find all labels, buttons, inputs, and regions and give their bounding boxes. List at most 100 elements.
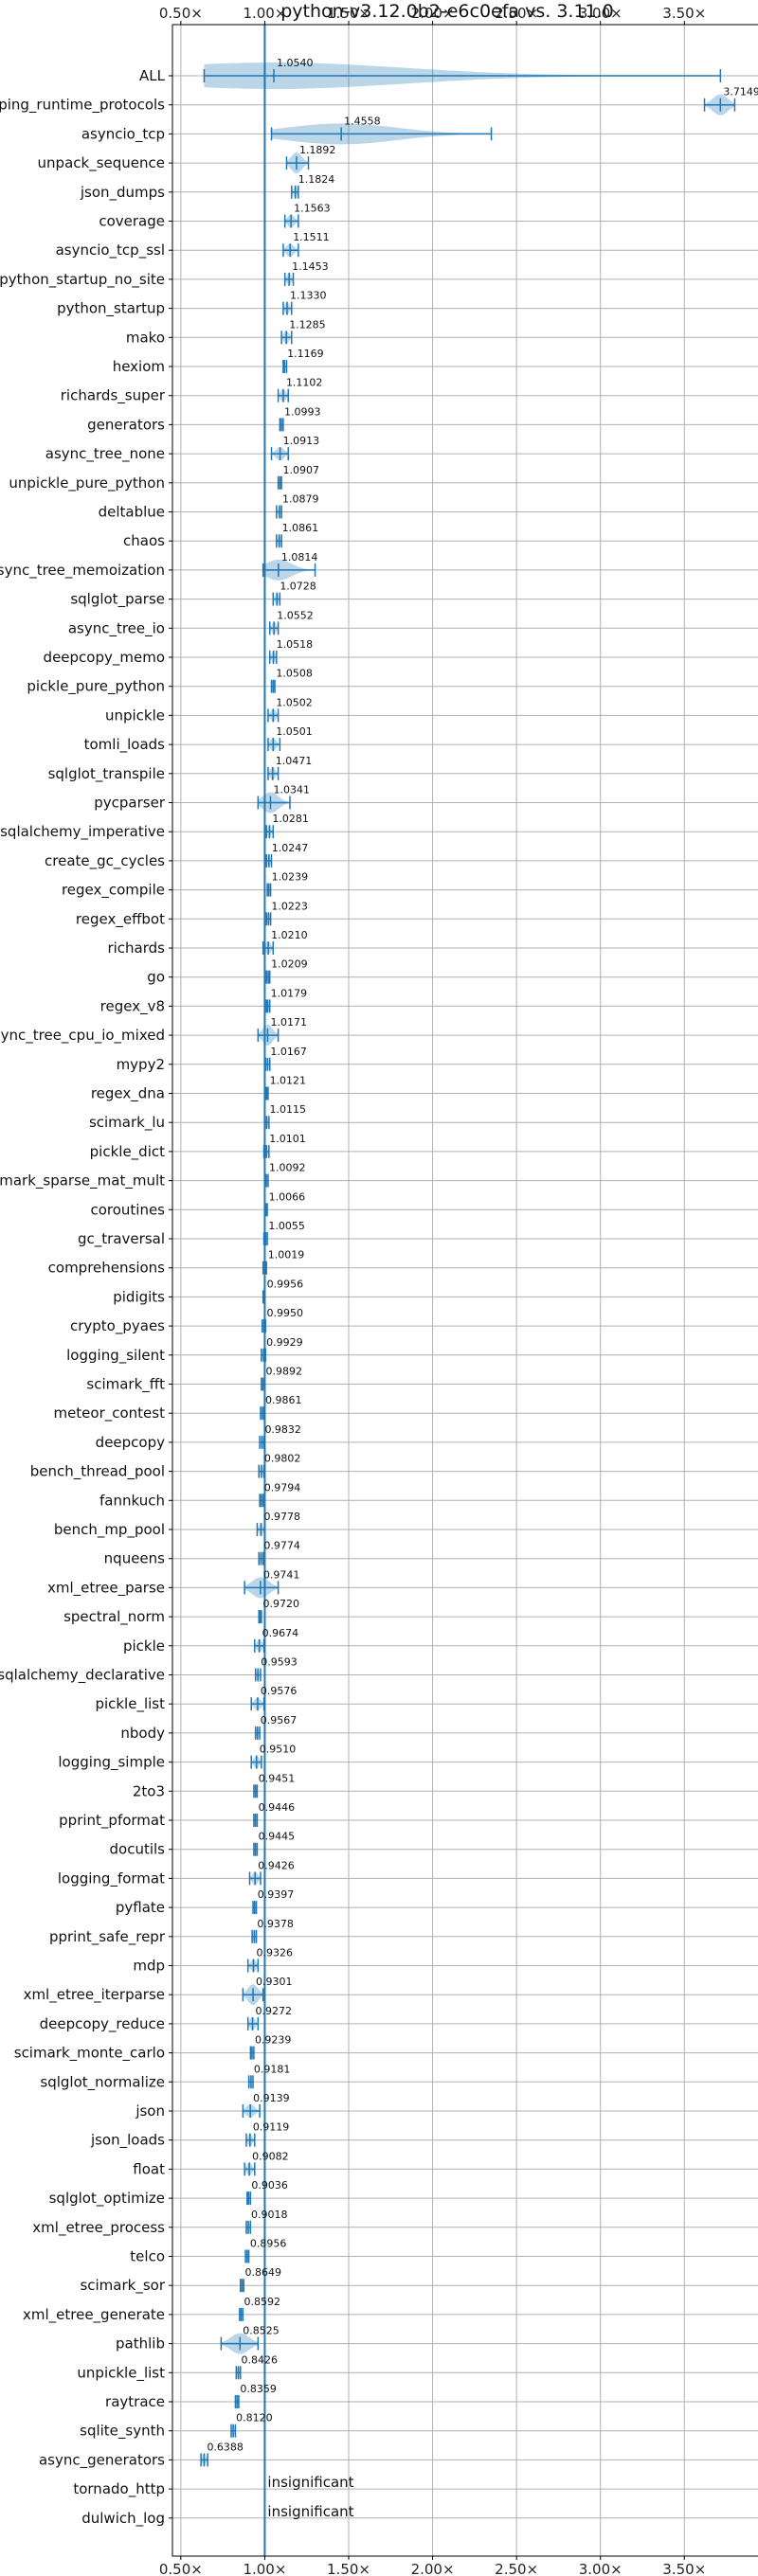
benchmark-label: python_startup	[57, 300, 165, 318]
benchmark-label: xml_etree_parse	[47, 1579, 165, 1597]
benchmark-label: logging_simple	[58, 1754, 165, 1772]
value-label: 1.1824	[298, 173, 335, 186]
benchmark-label: mdp	[133, 1958, 165, 1975]
value-label: 1.1892	[299, 144, 336, 156]
benchmark-label: async_tree_io	[68, 619, 165, 637]
x-tick-label-top: 1.50×	[327, 5, 370, 22]
benchmark-label: comprehensions	[48, 1260, 166, 1277]
value-label: 0.9510	[260, 1744, 297, 1756]
benchmark-label: json_dumps	[80, 184, 165, 202]
benchmark-label: regex_dna	[91, 1085, 165, 1103]
benchmark-label: unpack_sequence	[38, 154, 165, 172]
benchmark-label: unpickle_pure_python	[9, 474, 165, 492]
benchmark-label: xml_etree_iterparse	[24, 1986, 165, 2004]
benchmark-label: regex_v8	[100, 997, 165, 1015]
value-label: 1.0167	[270, 1046, 307, 1058]
benchmark-label: json_loads	[90, 2132, 165, 2150]
value-label: 1.0210	[271, 929, 308, 941]
insignificant-label: insignificant	[267, 2503, 353, 2520]
value-label: 1.0518	[277, 638, 314, 651]
x-tick-label-bottom: 2.50×	[495, 2561, 538, 2576]
value-label: 1.4558	[344, 115, 381, 127]
benchmark-label: pickle_pure_python	[27, 678, 165, 696]
value-label: 1.1453	[292, 260, 329, 273]
benchmark-label: spectral_norm	[63, 1608, 165, 1626]
value-label: 1.0115	[269, 1103, 306, 1116]
value-label: 0.8359	[240, 2383, 277, 2395]
value-label: 0.8649	[244, 2266, 281, 2279]
value-label: 1.1285	[289, 318, 326, 331]
value-label: 0.8956	[250, 2238, 287, 2250]
benchmark-label: raytrace	[105, 2393, 165, 2410]
benchmark-label: json	[135, 2102, 165, 2120]
value-label: 1.1169	[287, 348, 324, 360]
benchmark-label: nbody	[120, 1725, 165, 1742]
benchmark-label: asyncio_tcp	[81, 125, 165, 143]
value-label: 0.9567	[261, 1714, 298, 1726]
benchmark-label: go	[147, 969, 165, 986]
value-label: 1.0179	[271, 987, 308, 999]
benchmark-label: unpickle	[105, 707, 165, 724]
value-label: 1.0907	[282, 464, 319, 476]
value-label: 0.9181	[254, 2063, 291, 2075]
benchmark-label: pyflate	[116, 1899, 165, 1916]
value-label: 1.0209	[271, 958, 308, 971]
value-label: 1.1102	[286, 377, 323, 389]
benchmark-label: ALL	[139, 67, 166, 84]
benchmark-label: pickle	[123, 1637, 165, 1655]
benchmark-label: coroutines	[90, 1201, 165, 1218]
value-label: 0.8120	[236, 2412, 273, 2424]
benchmark-label: typing_runtime_protocols	[0, 97, 165, 115]
value-label: 0.9832	[264, 1423, 301, 1436]
benchmark-label: pickle_dict	[90, 1143, 165, 1161]
benchmark-label: coverage	[99, 213, 165, 230]
benchmark-label: scimark_fft	[86, 1376, 165, 1394]
value-label: 1.0171	[270, 1016, 307, 1029]
x-tick-label-top: 3.50×	[662, 5, 706, 22]
value-label: 1.0247	[272, 842, 309, 854]
benchmark-label: xml_etree_generate	[23, 2306, 165, 2324]
value-label: 0.9741	[263, 1568, 300, 1581]
benchmark-label: async_tree_cpu_io_mixed	[0, 1027, 165, 1045]
benchmark-label: float	[133, 2160, 165, 2177]
benchmark-label: crypto_pyaes	[70, 1317, 165, 1335]
benchmark-label: deepcopy_reduce	[40, 2015, 165, 2033]
benchmark-label: docutils	[110, 1841, 166, 1858]
value-label: 0.9950	[267, 1307, 304, 1319]
benchmark-label: scimark_monte_carlo	[14, 2045, 165, 2063]
value-label: 0.9802	[264, 1453, 301, 1465]
value-label: 1.0471	[276, 755, 313, 767]
benchmark-label: mypy2	[117, 1056, 165, 1073]
benchmark-label: async_tree_none	[45, 445, 165, 463]
x-tick-label-bottom: 2.00×	[411, 2561, 455, 2576]
value-label: 1.1330	[290, 290, 327, 302]
value-label: 0.9378	[257, 1918, 294, 1930]
value-label: 0.8592	[244, 2296, 280, 2308]
benchmark-label: sqlalchemy_declarative	[0, 1667, 165, 1685]
value-label: 3.7149	[723, 86, 758, 98]
value-label: 0.9929	[266, 1336, 303, 1349]
value-label: 0.9036	[251, 2179, 288, 2191]
value-label: 0.9397	[258, 1888, 295, 1901]
benchmark-label: telco	[130, 2248, 165, 2265]
marks-layer	[200, 25, 736, 2556]
benchmark-label: logging_silent	[66, 1347, 165, 1365]
value-label: 0.9239	[255, 2034, 292, 2047]
value-label: 1.1511	[293, 231, 330, 243]
benchmark-label: async_generators	[39, 2451, 165, 2469]
value-label: 0.9674	[262, 1627, 299, 1639]
value-label: 0.9576	[261, 1685, 298, 1697]
x-tick-label-bottom: 0.50×	[159, 2561, 203, 2576]
value-label: 1.0814	[281, 551, 318, 564]
benchmark-label: bench_thread_pool	[30, 1463, 165, 1481]
value-label: 0.9082	[252, 2150, 289, 2162]
benchmark-label: xml_etree_process	[32, 2219, 165, 2237]
benchmark-label: pathlib	[116, 2335, 165, 2352]
grid-layer	[169, 21, 758, 2560]
benchmark-label: unpickle_list	[77, 2364, 165, 2382]
benchmark-label: regex_compile	[62, 882, 165, 900]
benchmark-label: tomli_loads	[84, 736, 166, 754]
value-label: 0.9794	[264, 1481, 301, 1494]
benchmark-label: scimark_lu	[89, 1114, 165, 1132]
